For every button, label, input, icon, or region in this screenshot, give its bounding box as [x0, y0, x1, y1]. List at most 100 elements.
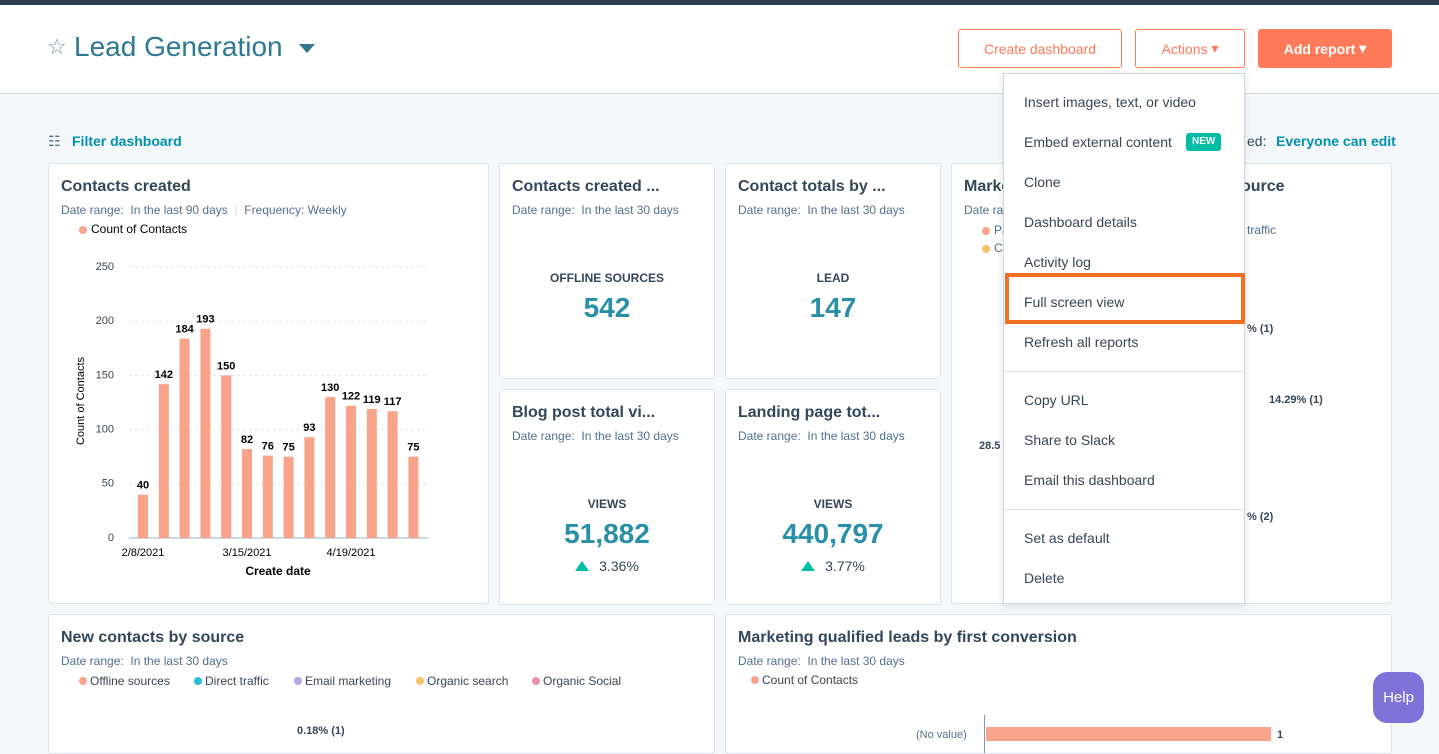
add-report-label: Add report [1283, 40, 1356, 57]
menu-item-label: Set as default [1024, 530, 1110, 546]
title-caret[interactable] [299, 44, 315, 53]
fragment-text: Marke [964, 178, 1011, 195]
bar [346, 405, 356, 538]
up-triangle [801, 561, 816, 571]
contacts-chart-card: Contacts created Date range: In the last… [48, 163, 489, 604]
data-label: 122 [342, 391, 360, 403]
y-tick-label: 250 [96, 261, 114, 273]
add-report-button[interactable]: Add report ▾ [1258, 29, 1392, 68]
change-value: 3.77% [825, 558, 865, 574]
menu-item-label: Share to Slack [1024, 432, 1116, 448]
change-row: 3.77% [726, 558, 940, 574]
actions-button[interactable]: Actions ▾ [1135, 29, 1245, 68]
menu-item[interactable]: Set as default [1004, 518, 1244, 558]
menu-item[interactable]: Full screen view [1004, 282, 1244, 322]
kpi-card: Contacts created ... Date range: In the l… [499, 163, 715, 379]
data-label: 119 [363, 394, 381, 406]
dashboard-title[interactable]: Lead Generation [74, 31, 283, 62]
menu-item-label: Activity log [1024, 254, 1091, 270]
date-range-text: Date range: In the last 90 days [61, 203, 228, 217]
legend-dot [194, 677, 202, 685]
menu-item[interactable]: Email this dashboard [1004, 460, 1244, 500]
card-title: Contact totals by ... [738, 178, 886, 195]
top-bar [0, 0, 1439, 5]
category-label: (No value) [916, 729, 967, 741]
fragment-text: Date ra [964, 203, 1004, 217]
data-label: 75 [407, 442, 419, 454]
metric-value: 542 [583, 292, 631, 323]
help-button[interactable]: Help [1373, 672, 1424, 723]
menu-item[interactable]: Clone [1004, 162, 1244, 202]
legend-dot [982, 227, 990, 235]
metric-label: VIEWS [587, 497, 627, 511]
change-value: 3.36% [599, 558, 639, 574]
bar [408, 456, 419, 538]
bar [200, 328, 211, 538]
legend-dot [79, 677, 87, 685]
menu-divider [1004, 509, 1244, 510]
filter-dashboard[interactable]: Filter dashboard [72, 133, 182, 149]
legend-label: Offline sources [90, 674, 170, 688]
menu-item[interactable]: Embed external content NEW [1004, 122, 1244, 162]
menu-item-label: Full screen view [1024, 294, 1125, 310]
highlight-box [1005, 273, 1245, 324]
y-tick-label: 100 [96, 424, 114, 436]
card-title: Landing page tot... [738, 404, 881, 421]
menu-item[interactable]: Share to Slack [1004, 420, 1244, 460]
date-range: Date range: In the last 30 days [738, 203, 905, 217]
legend-dot [751, 676, 759, 684]
kpi-card: Landing page tot... Date range: In the la… [725, 389, 941, 605]
fragment-text: ource [1241, 178, 1285, 195]
y-tick-label: 200 [96, 315, 114, 327]
filter-icon[interactable]: ☷ [48, 133, 61, 149]
menu-item[interactable]: Refresh all reports [1004, 322, 1244, 362]
legend-dot [532, 677, 540, 685]
y-tick-label: 50 [102, 478, 114, 490]
kpi-card: Contact totals by ... Date range: In the … [725, 163, 941, 379]
new-badge: NEW [1186, 133, 1222, 151]
data-label: 193 [196, 314, 214, 326]
fragment-text: % (2) [1247, 511, 1274, 523]
bar [387, 411, 398, 538]
card-title: Marketing qualified leads by first conve… [738, 629, 1077, 646]
date-range: Date range: In the last 30 days [738, 654, 905, 668]
bar-label: 1 [1277, 729, 1284, 741]
date-range: Date range: In the last 30 days [738, 429, 905, 443]
data-label: 75 [282, 442, 294, 454]
x-tick-label: 3/15/2021 [223, 547, 272, 559]
bar [179, 338, 190, 538]
menu-item[interactable]: Delete [1004, 558, 1244, 598]
menu-item[interactable]: Copy URL [1004, 380, 1244, 420]
card-title: New contacts by source [61, 629, 245, 646]
create-dashboard-button[interactable]: Create dashboard [958, 29, 1122, 68]
metric-value: 51,882 [564, 518, 650, 549]
bar [986, 727, 1271, 741]
legend-dot [982, 245, 990, 253]
access-link[interactable]: Everyone can edit [1276, 133, 1396, 149]
actions-menu: Insert images, text, or video Embed exter… [1003, 73, 1245, 604]
mql-card: Marketing qualified leads by first conve… [725, 614, 1392, 754]
menu-item[interactable]: Activity log [1004, 242, 1244, 282]
menu-item-label: Embed external content [1024, 134, 1172, 150]
menu-item[interactable]: Dashboard details [1004, 202, 1244, 242]
metric-label: OFFLINE SOURCES [549, 271, 664, 285]
star-icon[interactable]: ☆ [47, 34, 67, 59]
bar-chart: 0 50 100 150 200 250 Count of Contacts Create d… [75, 222, 428, 578]
data-label: 150 [217, 360, 235, 372]
kpi-card: Blog post total vi... Date range: In the … [499, 389, 715, 605]
x-tick-label: 2/8/2021 [122, 547, 165, 559]
metric-label: VIEWS [813, 497, 853, 511]
metric-value: 440,797 [782, 518, 884, 549]
card-title: Contacts created ... [512, 178, 660, 195]
x-axis-label: Create date [245, 564, 311, 578]
menu-divider [1004, 371, 1244, 372]
menu-item-label: Copy URL [1024, 392, 1089, 408]
x-tick-label: 4/19/2021 [327, 547, 376, 559]
legend-dot [294, 677, 302, 685]
date-range: Date range: In the last 30 days [512, 203, 679, 217]
bar [138, 494, 148, 538]
menu-item-label: Delete [1024, 570, 1065, 586]
menu-item[interactable]: Insert images, text, or video [1004, 82, 1244, 122]
date-range: Date range: In the last 30 days [61, 654, 228, 668]
